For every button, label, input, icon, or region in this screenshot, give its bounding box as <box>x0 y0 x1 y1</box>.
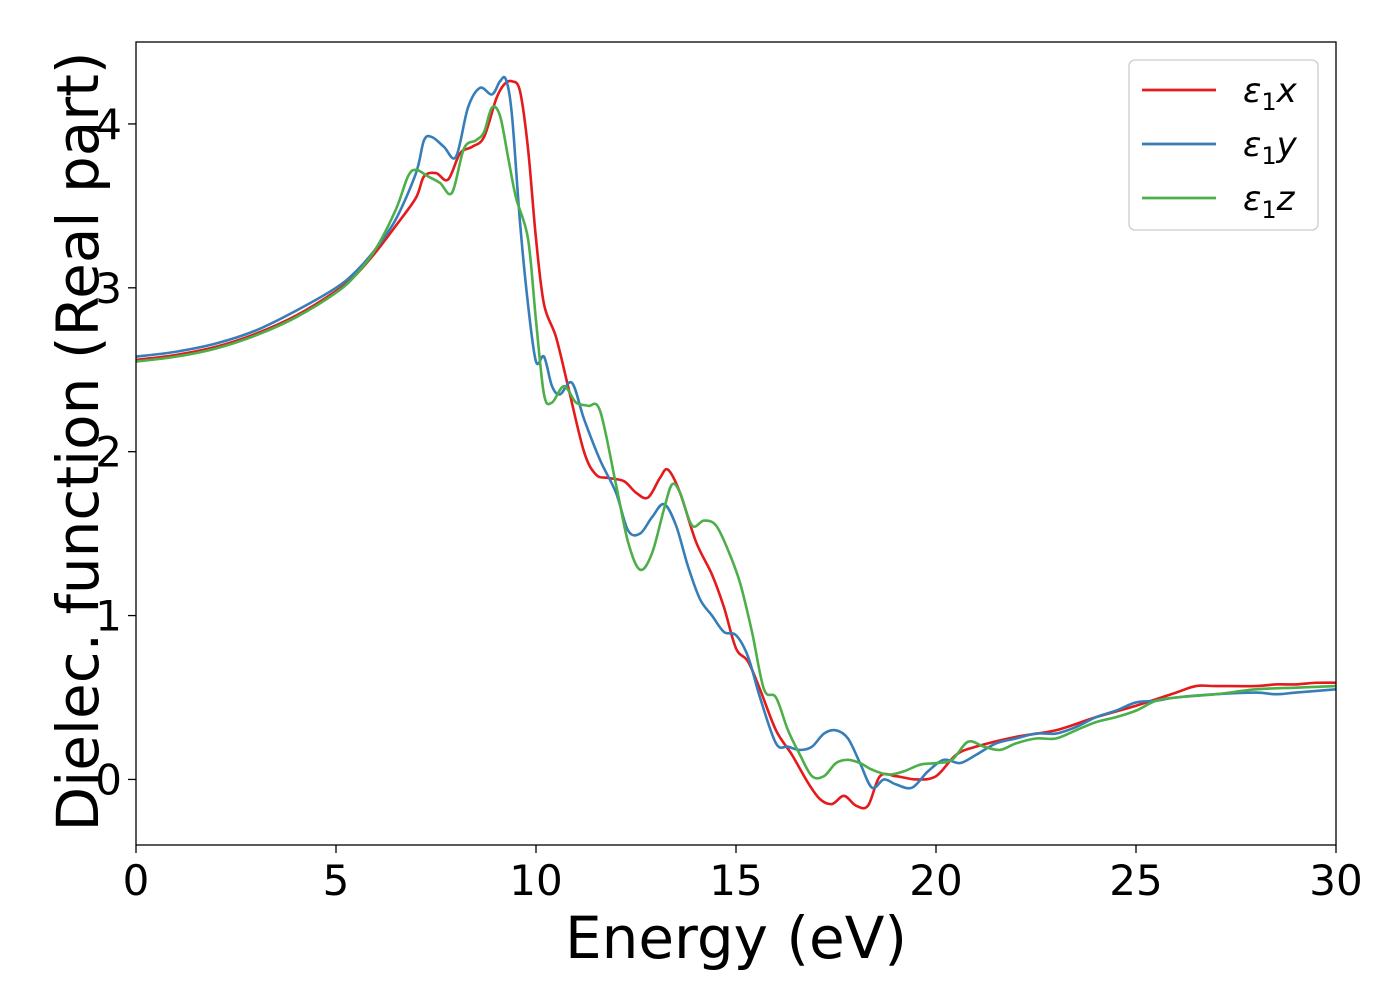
legend-item-z: ε1z <box>1142 179 1296 224</box>
series-line-z <box>136 105 1336 780</box>
series-line-y <box>136 75 1336 790</box>
legend-label: ε1y <box>1243 125 1298 170</box>
legend-frame <box>1128 59 1319 231</box>
legend: ε1x ε1y ε1z <box>1128 59 1319 231</box>
x-tick-label: 5 <box>323 856 350 905</box>
y-tick-label: 0 <box>95 755 122 804</box>
x-tick-label: 30 <box>1309 856 1362 905</box>
y-tick-label: 4 <box>95 100 122 149</box>
x-tick-label: 20 <box>909 856 962 905</box>
x-tick-label: 25 <box>1109 856 1162 905</box>
legend-label: ε1x <box>1243 71 1298 116</box>
y-axis-title: Dielec. function (Real part) <box>44 51 112 831</box>
series-layer <box>136 75 1336 810</box>
y-tick-label: 1 <box>95 592 122 641</box>
x-axis: 0 5 10 15 20 25 30 <box>123 845 1363 905</box>
legend-label: ε1z <box>1243 179 1296 224</box>
x-tick-label: 15 <box>709 856 762 905</box>
x-tick-label: 0 <box>123 856 150 905</box>
series-line-x <box>136 79 1336 810</box>
legend-item-x: ε1x <box>1142 71 1298 116</box>
legend-item-y: ε1y <box>1142 125 1298 170</box>
y-axis: 0 1 2 3 4 <box>95 100 136 804</box>
y-tick-label: 2 <box>95 428 122 477</box>
y-tick-label: 3 <box>95 264 122 313</box>
x-axis-title: Energy (eV) <box>565 904 907 972</box>
x-tick-label: 10 <box>509 856 562 905</box>
